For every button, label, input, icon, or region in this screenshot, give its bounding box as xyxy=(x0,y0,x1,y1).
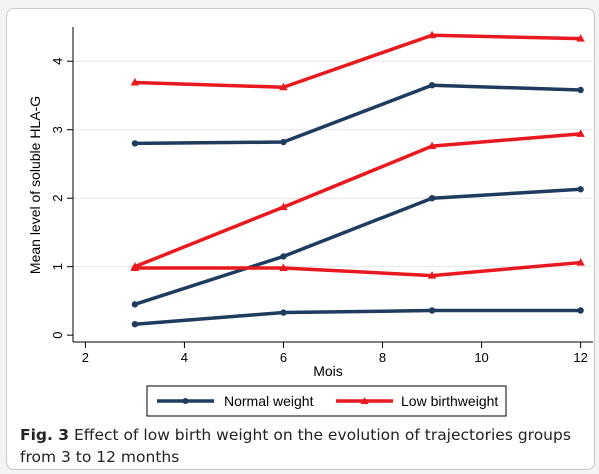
data-point-normal xyxy=(131,301,139,308)
x-tick-label: 8 xyxy=(379,350,386,365)
data-point-normal xyxy=(428,82,436,89)
y-axis-label: Mean level of soluble HLA-G xyxy=(27,96,43,274)
legend-normal-label: Normal weight xyxy=(224,393,314,409)
series-group xyxy=(130,30,585,328)
legend: Normal weight Low birthweight xyxy=(146,385,507,417)
x-axis-label: Mois xyxy=(313,363,343,379)
data-point-low xyxy=(279,82,288,91)
x-tick-label: 6 xyxy=(280,350,287,365)
data-point-low xyxy=(576,258,585,266)
x-tick-label: 12 xyxy=(573,350,587,365)
figure-caption: Fig. 3 Effect of low birth weight on the… xyxy=(20,424,585,468)
y-tick-label: 1 xyxy=(50,263,65,270)
caption-text: Effect of low birth weight on the evolut… xyxy=(20,426,571,466)
x-tick-label: 10 xyxy=(474,350,488,365)
series-line-low xyxy=(134,33,581,90)
data-point-low xyxy=(130,77,140,86)
data-point-normal xyxy=(577,186,584,193)
data-point-normal xyxy=(428,307,436,314)
y-tick-label: 2 xyxy=(50,195,65,202)
data-point-low xyxy=(427,271,437,279)
y-tick-label: 3 xyxy=(50,126,65,133)
data-point-low xyxy=(576,129,585,137)
data-point-low xyxy=(427,30,437,39)
y-tick-label: 4 xyxy=(50,58,65,65)
data-point-normal xyxy=(428,194,436,202)
data-point-low xyxy=(576,34,585,42)
x-tick-label: 4 xyxy=(181,350,188,365)
data-point-normal xyxy=(577,86,584,94)
series-line-low xyxy=(134,260,581,278)
series-line-low xyxy=(134,132,581,269)
data-point-normal xyxy=(280,253,287,260)
series-line-normal xyxy=(134,308,581,326)
data-point-normal xyxy=(280,309,287,316)
y-tick-label: 0 xyxy=(50,332,65,339)
series-line-normal xyxy=(134,187,581,307)
data-point-normal xyxy=(280,138,287,146)
figure-number: Fig. 3 xyxy=(20,426,70,444)
data-point-normal xyxy=(131,320,139,328)
series-line-normal xyxy=(134,83,581,146)
legend-low-marker xyxy=(360,397,369,404)
data-point-low xyxy=(279,263,288,272)
legend-low-label: Low birthweight xyxy=(401,393,498,409)
data-point-normal xyxy=(131,140,139,147)
data-point-normal xyxy=(577,307,584,314)
x-tick-label: 2 xyxy=(82,350,89,365)
legend-normal-marker xyxy=(182,398,189,404)
axes xyxy=(67,27,593,348)
data-point-low xyxy=(279,202,288,211)
data-point-low xyxy=(427,141,437,150)
data-point-low xyxy=(130,263,140,272)
